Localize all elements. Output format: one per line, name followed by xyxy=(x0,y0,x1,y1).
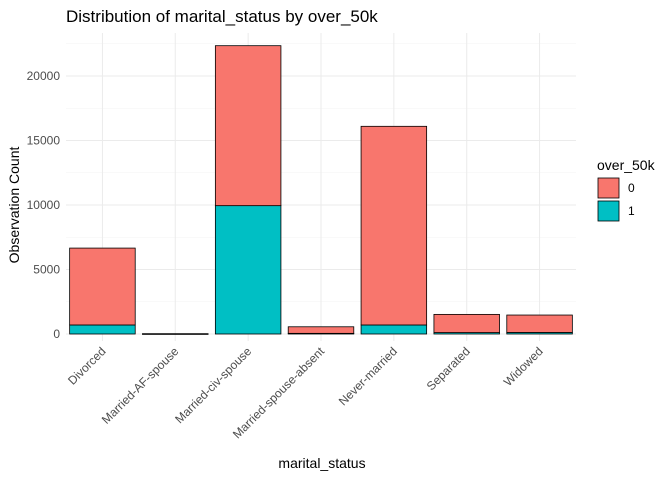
legend-label-0: 0 xyxy=(628,181,635,195)
legend-title: over_50k xyxy=(597,157,656,173)
y-axis-title: Observation Count xyxy=(6,147,22,264)
bar-segment-0 xyxy=(506,314,573,333)
legend-label-1: 1 xyxy=(628,204,635,218)
y-tick-label: 5000 xyxy=(33,263,60,277)
y-tick-label: 0 xyxy=(53,327,60,341)
x-tick-label: Married-civ-spouse xyxy=(172,344,254,426)
bar-segment-0 xyxy=(287,326,355,334)
y-tick-label: 20000 xyxy=(27,69,61,83)
legend-key-0 xyxy=(597,177,620,199)
y-tick-label: 10000 xyxy=(27,198,61,212)
legend: over_50k 0 1 xyxy=(597,157,656,222)
bar-segment-0 xyxy=(433,313,500,333)
bar-segment-0 xyxy=(69,247,136,326)
x-axis-title: marital_status xyxy=(278,455,365,471)
x-tick-label: Separated xyxy=(424,344,473,393)
bar-segment-0 xyxy=(360,125,428,326)
x-tick-label: Widowed xyxy=(501,344,546,389)
legend-key-1 xyxy=(597,200,620,222)
grid xyxy=(66,33,576,341)
bar-segment-1 xyxy=(69,324,136,335)
bar-segment-0 xyxy=(142,333,209,335)
bar-segment-1 xyxy=(360,324,428,335)
bar-segment-1 xyxy=(214,205,282,335)
bar-segment-0 xyxy=(214,45,282,207)
x-tick-label: Divorced xyxy=(65,344,108,387)
chart-title: Distribution of marital_status by over_5… xyxy=(66,7,378,26)
x-axis: DivorcedMarried-AF-spouseMarried-civ-spo… xyxy=(65,344,546,442)
y-axis: 0 5000 10000 15000 20000 xyxy=(27,69,61,341)
y-tick-label: 15000 xyxy=(27,134,61,148)
x-tick-label: Never-married xyxy=(336,344,400,408)
x-tick-label: Married-AF-spouse xyxy=(99,344,182,427)
bars xyxy=(69,45,573,335)
